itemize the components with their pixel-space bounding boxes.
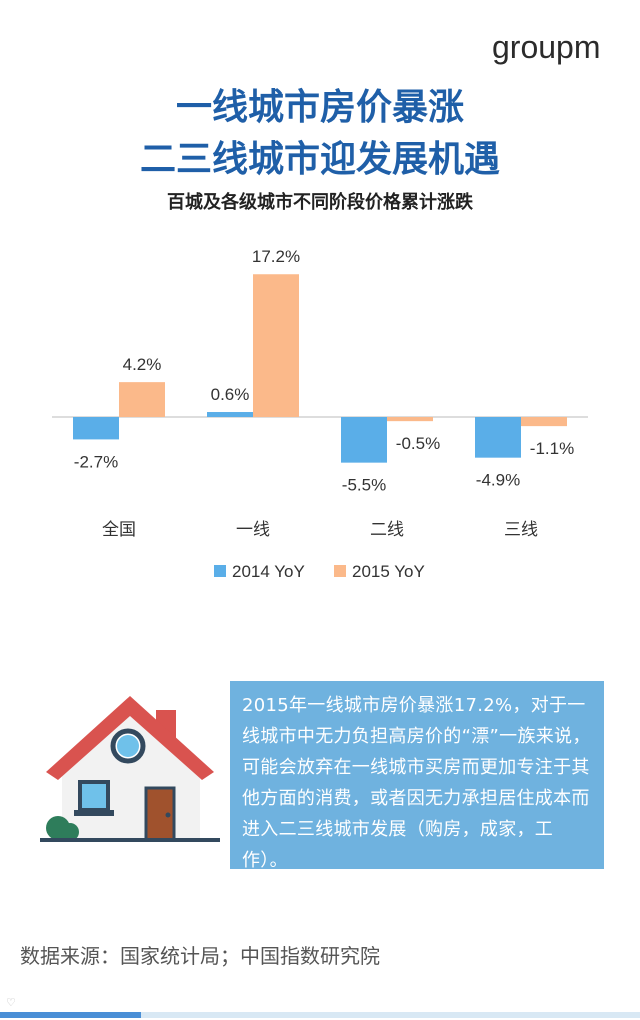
groupm-logo: groupm (492, 29, 601, 65)
legend-label-2014: 2014 YoY (232, 562, 305, 581)
data-label-2015-3: -0.5% (396, 434, 440, 453)
bar-2014-1 (73, 417, 119, 440)
watermark: ♡ (6, 996, 16, 1009)
page-title-line2: 二三线城市迎发展机遇 (139, 139, 500, 180)
chart-subtitle: 百城及各级城市不同阶段价格累计涨跌 (167, 192, 473, 213)
x-tick-label-2: 一线 (236, 520, 270, 540)
bar-2014-4 (475, 417, 521, 458)
bar-2015-1 (119, 382, 165, 417)
data-label-2014-1: -2.7% (74, 452, 118, 471)
house-roof (46, 696, 214, 780)
callout-box: 2015年一线城市房价暴涨17.2%，对于一线城市中无力负担高房价的“漂”一族来… (230, 681, 604, 871)
data-label-2014-3: -5.5% (342, 476, 386, 495)
house-window (78, 780, 110, 812)
bar-2014-3 (341, 417, 387, 463)
data-label-2015-4: -1.1% (530, 439, 574, 458)
page-title-line1: 一线城市房价暴涨 (175, 87, 464, 128)
bar-chart: -2.7% 4.2% 全国 0.6% 17.2% 一线 -5.5% -0.5% 二线 -4.9%-… (52, 247, 588, 581)
legend-swatch-2014 (214, 565, 226, 577)
data-label-2015-2: 17.2% (252, 247, 300, 266)
bar-2014-2 (207, 412, 253, 417)
data-source: 数据来源：国家统计局；中国指数研究院 (20, 944, 380, 968)
legend-label-2015: 2015 YoY (352, 562, 425, 581)
data-label-2015-1: 4.2% (123, 355, 162, 374)
bar-2015-3 (387, 417, 433, 422)
bottom-progress-rule (0, 1012, 640, 1018)
bar-2015-4 (521, 417, 567, 427)
data-label-2014-2: 0.6% (211, 385, 250, 404)
x-tick-label-4: 三线 (504, 520, 538, 540)
logo-text: groupm (492, 29, 601, 65)
x-tick-label-1: 全国 (102, 520, 136, 540)
callout-text: 2015年一线城市房价暴涨17.2%，对于一线城市中无力负担高房价的“漂”一族来… (242, 695, 591, 871)
house-wall (62, 704, 200, 840)
legend-swatch-2015 (334, 565, 346, 577)
bar-2015-2 (253, 274, 299, 417)
house-illustration (40, 696, 220, 842)
x-tick-label-3: 二线 (370, 520, 404, 540)
data-label-2014-4: -4.9% (476, 471, 520, 490)
